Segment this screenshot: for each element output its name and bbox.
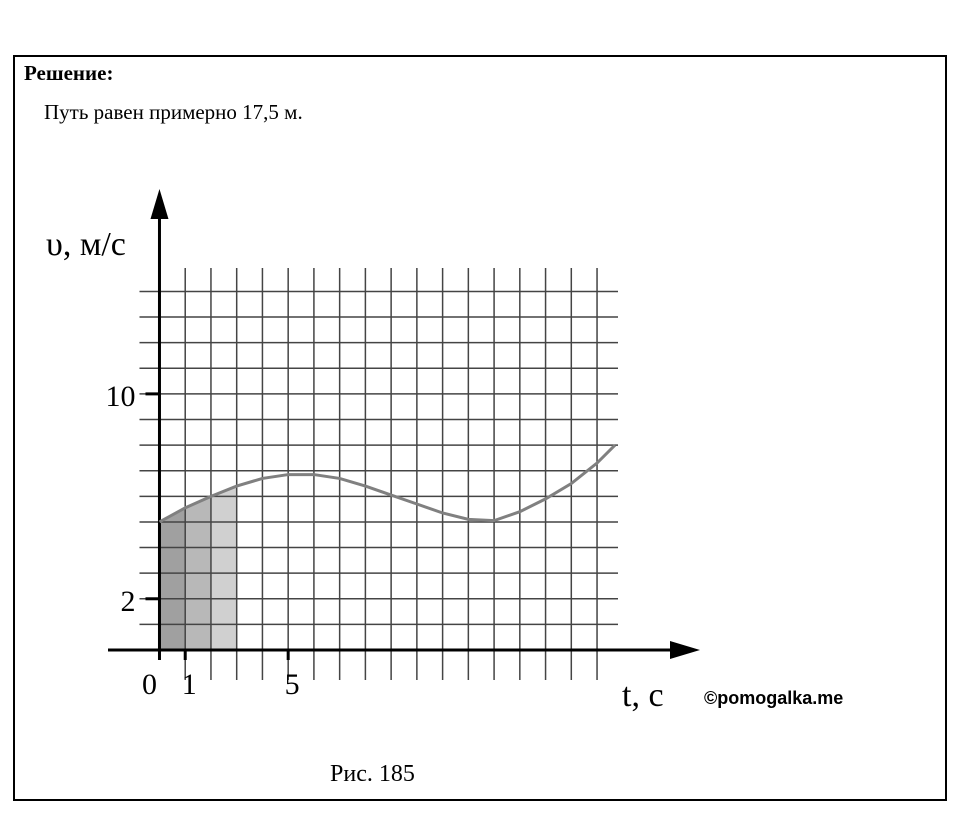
caption: Рис. 185 [330,761,415,787]
x-tick-label: 1 [182,668,197,701]
x-tick-label: 0 [142,668,157,701]
y-tick-label: 2 [120,585,135,618]
velocity-curve [158,444,617,524]
heading: Решение: [24,61,113,85]
frame [13,55,947,801]
x-axis-arrow [670,641,700,659]
shaded-area [159,507,186,650]
x-axis-label: t, с [622,677,664,714]
y-axis-label: υ, м/с [46,226,126,263]
answer: Путь равен примерно 17,5 м. [44,100,303,124]
x-tick-label: 5 [285,668,300,701]
y-tick-label: 10 [105,380,135,413]
y-axis-arrow [150,189,169,219]
shaded-area [210,486,237,650]
watermark: ©pomogalka.me [704,688,843,708]
